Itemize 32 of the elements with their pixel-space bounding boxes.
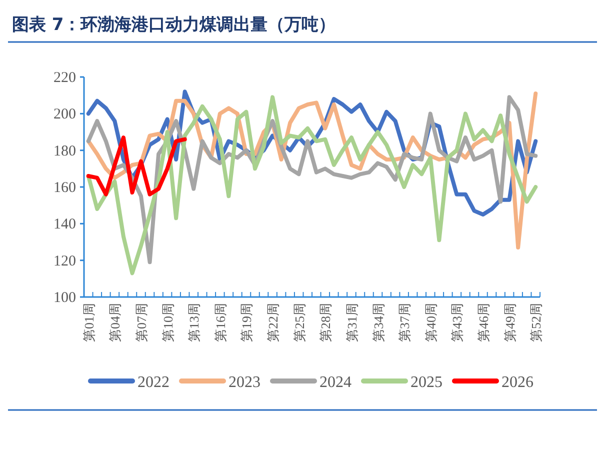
x-tick-label: 第31周: [344, 303, 360, 342]
x-tick-label: 第07周: [134, 303, 149, 342]
x-tick-label: 第46周: [476, 303, 491, 342]
x-tick-label: 第04周: [108, 303, 123, 342]
y-tick-label: 180: [54, 143, 76, 160]
legend-label: 2024: [320, 374, 352, 391]
y-tick-label: 100: [54, 290, 76, 306]
x-tick-label: 第52周: [528, 303, 544, 342]
x-tick-label: 第19周: [239, 303, 254, 342]
x-tick-label: 第16周: [212, 303, 228, 342]
x-tick-label: 第49周: [502, 303, 518, 342]
legend-label: 2025: [410, 374, 442, 391]
x-tick-label: 第22周: [266, 303, 281, 342]
x-tick-label: 第43周: [450, 303, 465, 342]
x-tick-label: 第28周: [318, 303, 334, 342]
x-tick-label: 第25周: [292, 303, 307, 342]
legend-label: 2026: [502, 374, 534, 391]
y-tick-label: 140: [54, 216, 76, 233]
x-tick-label: 第34周: [370, 303, 386, 342]
y-tick-label: 200: [54, 106, 76, 123]
chart-title: 图表 7：环渤海港口动力煤调出量（万吨）: [12, 15, 336, 35]
x-tick-label: 第10周: [160, 303, 176, 342]
x-tick-label: 第37周: [397, 303, 412, 342]
x-tick-label: 第40周: [423, 303, 438, 342]
legend-label: 2022: [138, 374, 170, 391]
x-tick-label: 第01周: [81, 303, 96, 342]
line-series: [86, 136, 187, 196]
y-tick-label: 220: [54, 70, 76, 86]
y-tick-label: 120: [54, 253, 76, 270]
legend-label: 2023: [228, 374, 260, 391]
x-tick-label: 第13周: [186, 303, 202, 342]
y-tick-label: 160: [54, 180, 76, 196]
